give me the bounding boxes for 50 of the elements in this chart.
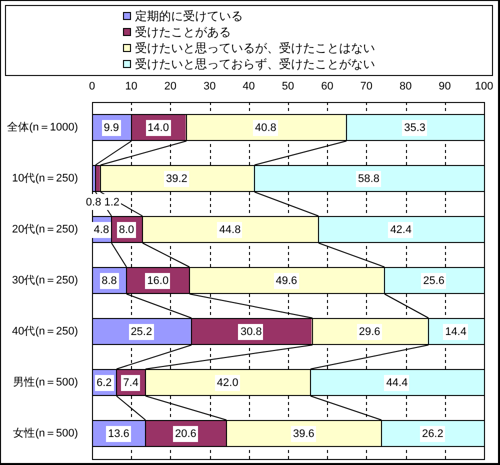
legend-label: 受けたいと思っておらず、受けたことがない [135,56,375,71]
data-label: 13.6 [108,428,130,440]
x-tick-label: 90 [438,80,451,92]
data-label: 40.8 [254,122,276,134]
data-label: 39.2 [166,173,188,186]
data-label: 42.4 [390,224,412,236]
data-label: 39.6 [292,428,314,440]
data-label: 44.8 [219,224,241,236]
data-label: 29.6 [358,326,380,338]
y-tick-label: 20代(n＝250) [12,224,78,236]
data-label: 1.2 [104,196,120,209]
y-tick-label: 男性(n＝500) [13,376,78,389]
data-label: 4.8 [94,224,110,236]
data-label: 58.8 [358,173,380,186]
x-tick-label: 80 [399,80,412,92]
data-label: 42.0 [216,377,238,390]
data-label: 6.2 [96,377,112,390]
data-label: 20.6 [174,428,196,440]
legend-label: 受けたことがある [135,24,231,39]
x-tick-label: 100 [474,80,494,92]
data-label: 8.0 [118,224,134,236]
x-tick-label: 10 [125,80,138,92]
x-tick-label: 50 [282,80,294,92]
x-tick-label: 40 [242,80,255,92]
data-label: 44.4 [386,377,408,390]
x-tick-label: 20 [164,80,177,92]
data-label: 0.8 [86,196,102,209]
x-tick-label: 60 [321,80,334,92]
y-tick-label: 全体(n＝1000) [7,122,78,134]
data-label: 8.8 [102,275,117,288]
data-label: 49.6 [276,275,298,288]
data-label: 35.3 [404,122,426,134]
data-label: 16.0 [147,275,169,288]
data-label: 14.0 [148,122,169,134]
x-tick-label: 30 [203,80,216,92]
data-label: 25.2 [130,326,152,338]
legend-label: 受けたいと思っているが、受けたことはない [135,40,375,55]
data-label: 9.9 [104,122,120,134]
x-tick-label: 0 [88,80,96,92]
data-label: 30.8 [240,326,262,338]
data-label: 14.4 [445,326,466,338]
data-label: 26.2 [422,428,444,440]
y-tick-label: 10代(n＝250) [12,172,78,185]
x-tick-label: 70 [360,80,373,92]
y-tick-label: 40代(n＝250) [12,326,78,338]
data-label: 25.6 [423,275,445,288]
y-tick-label: 女性(n＝500) [13,428,78,440]
data-label: 7.4 [123,377,138,390]
y-tick-label: 30代(n＝250) [12,274,78,287]
legend-label: 定期的に受けている [135,8,243,23]
